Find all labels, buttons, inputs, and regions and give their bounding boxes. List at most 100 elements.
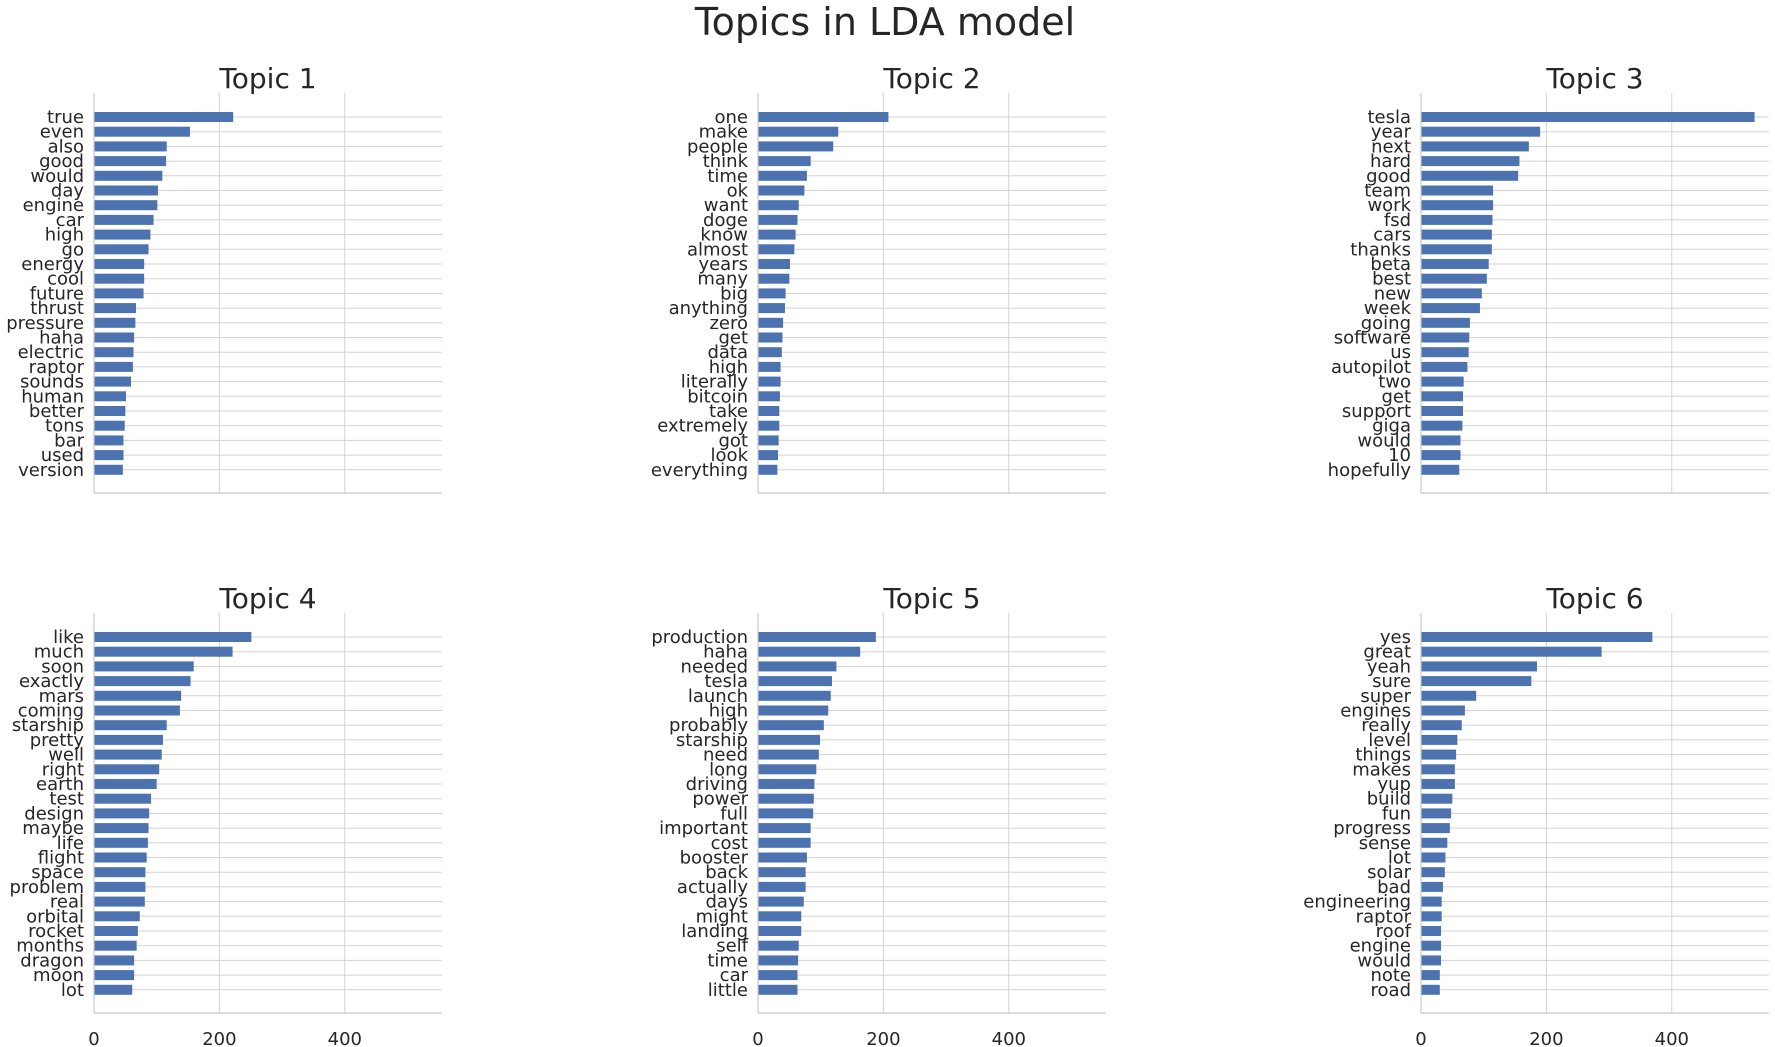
bar [758,749,819,760]
y-tick-label: months [16,936,84,957]
bar [758,808,814,819]
bar [1421,808,1452,819]
y-tick-label: two [1378,372,1411,393]
bar [94,170,163,181]
y-tick-label: bar [54,430,84,451]
y-tick-label: super [1360,686,1411,707]
y-tick-label: going [1361,313,1411,334]
bar [94,361,133,372]
bar [758,229,796,240]
bar [1421,779,1455,789]
y-tick-label: progress [1333,818,1411,839]
bar [1421,734,1458,745]
y-tick-label: years [698,254,748,275]
y-tick-label: cool [47,269,84,290]
y-tick-label: maybe [22,818,84,839]
bar [1421,940,1442,951]
y-tick-label: exactly [19,671,84,692]
y-tick-label: back [705,862,748,883]
bar [758,926,802,936]
y-tick-label: test [49,789,84,810]
bar [758,661,837,672]
bar [94,303,137,314]
y-tick-label: everything [651,460,748,481]
bar [758,690,831,701]
y-tick-label: important [659,818,748,839]
subplot-title: Topic 2 [882,62,980,95]
y-tick-label: high [709,701,748,722]
y-tick-label: booster [680,848,749,869]
y-tick-label: 10 [1388,445,1411,466]
bar [758,288,786,299]
y-tick-label: road [1371,980,1411,1001]
y-tick-label: almost [687,239,748,260]
bar [94,690,182,701]
y-tick-label: new [1374,283,1411,304]
bar [758,200,799,211]
bar [758,244,795,255]
bar [1421,126,1541,137]
y-tick-label: tesla [704,671,748,692]
y-tick-label: dragon [20,950,84,971]
bar [1421,632,1653,642]
y-tick-label: days [706,892,749,913]
y-tick-label: tesla [1367,107,1411,128]
bar [1421,881,1443,892]
y-tick-label: high [709,357,748,378]
bar [94,793,152,804]
bar [758,793,814,804]
y-tick-label: know [700,225,748,246]
y-tick-label: lot [1388,848,1411,869]
y-tick-label: best [1372,269,1411,290]
bar [758,764,817,775]
y-tick-label: one [715,107,749,128]
y-tick-label: well [48,745,84,766]
y-tick-label: hard [1370,151,1411,172]
bar [94,926,138,936]
y-tick-label: get [718,328,748,349]
bar [1421,676,1532,687]
bar [94,259,145,269]
y-tick-label: energy [21,254,84,275]
x-tick-label: 200 [866,1029,900,1047]
y-tick-label: make [699,122,748,143]
bar [758,420,780,431]
bar [94,141,167,152]
y-tick-label: actually [677,877,748,898]
bar [1421,420,1463,431]
bar [758,464,778,475]
bar [1421,347,1469,358]
y-tick-label: big [720,283,748,304]
y-tick-label: people [687,136,748,157]
bar [94,984,133,995]
x-tick-label: 0 [752,1029,763,1047]
bar [94,288,144,299]
y-tick-label: driving [686,774,748,795]
bar [1421,984,1440,995]
bar [1421,764,1455,775]
subplot-topic-1: Topic 1 trueevenalsogoodwoulddayenginecar… [6,62,442,494]
y-tick-label: week [1364,298,1412,319]
y-tick-label: fsd [1384,210,1411,231]
y-tick-label: space [31,862,84,883]
bar [758,881,806,892]
bar [758,112,889,122]
bar [94,676,191,687]
y-tick-label: problem [10,877,84,898]
bar [1421,749,1457,760]
bar [1421,690,1477,701]
y-tick-label: support [1342,401,1411,422]
bar [94,112,234,122]
bar [94,391,126,402]
bar [94,464,123,475]
y-tick-label: data [707,342,748,363]
subplot-title: Topic 4 [218,582,316,615]
bar [1421,185,1494,196]
y-tick-label: great [1363,642,1411,663]
bar [94,185,158,196]
bar [94,940,137,951]
bar [758,435,779,446]
y-tick-label: would [1357,950,1411,971]
subplot-title: Topic 3 [1545,62,1643,95]
y-tick-label: coming [18,701,84,722]
